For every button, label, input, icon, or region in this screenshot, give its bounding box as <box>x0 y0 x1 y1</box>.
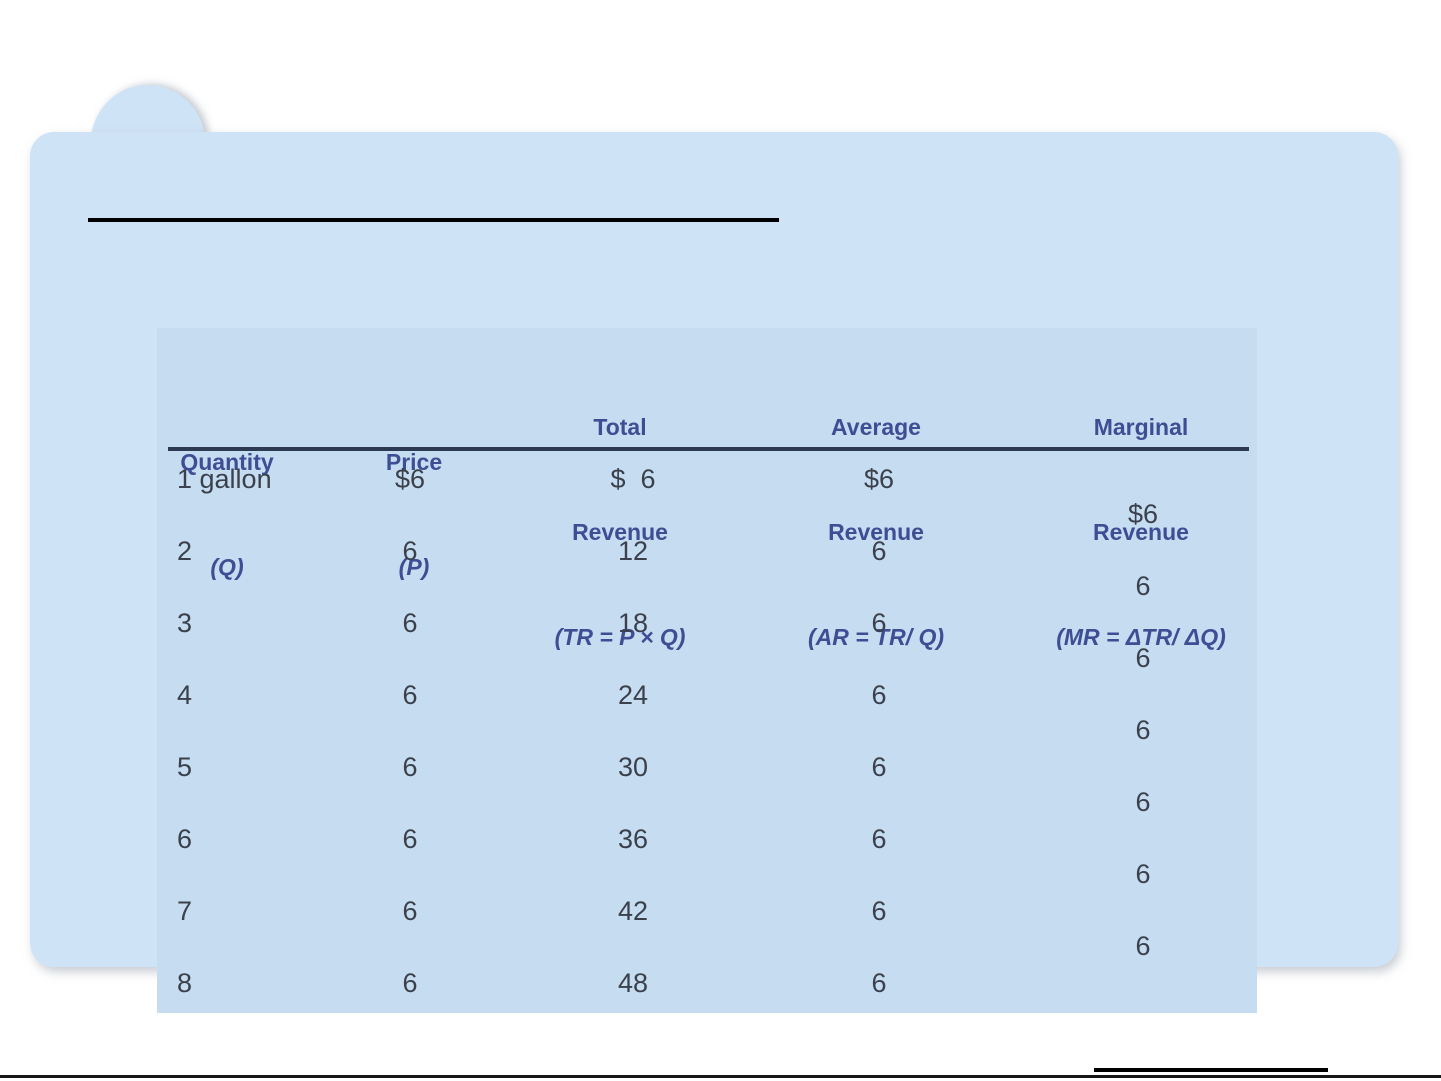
col-header-marginal-revenue: Marginal Revenue (MR = ΔTR/ ΔQ) <box>1056 340 1226 725</box>
cell-quantity-1: 1 gallon <box>177 464 272 494</box>
cell-quantity-2: 2 <box>177 536 193 566</box>
cell-total-revenue-3: 18 <box>617 608 649 638</box>
cell-total-revenue-4: 24 <box>617 680 649 710</box>
cell-marginal-revenue-6: 6 <box>1135 859 1151 889</box>
cell-quantity-7: 7 <box>177 896 193 926</box>
col-header-quantity: Quantity (Q) <box>180 375 273 655</box>
col-header-average-revenue-formula: (AR = TR/ Q) <box>807 624 945 650</box>
col-header-total-revenue: Total Revenue (TR = P × Q) <box>555 340 686 725</box>
cell-marginal-revenue-3: 6 <box>1135 643 1151 673</box>
cell-price-1: $6 <box>394 464 426 494</box>
cell-average-revenue-4: 6 <box>871 680 887 710</box>
col-header-quantity-symbol: (Q) <box>210 554 244 580</box>
cell-total-revenue-2: 12 <box>617 536 649 566</box>
cell-total-revenue-1: $ 6 <box>610 464 656 494</box>
bottom-short-rule <box>1094 1068 1328 1072</box>
col-header-price-title: Price <box>385 449 443 475</box>
page-bottom-rule <box>0 1075 1441 1078</box>
cell-price-7: 6 <box>402 896 418 926</box>
cell-total-revenue-5: 30 <box>617 752 649 782</box>
cell-average-revenue-5: 6 <box>871 752 887 782</box>
cell-quantity-6: 6 <box>177 824 193 854</box>
col-header-total-revenue-formula: (TR = P × Q) <box>554 624 686 650</box>
col-header-total-revenue-title1: Total <box>593 414 647 440</box>
col-header-marginal-revenue-formula: (MR = ΔTR/ ΔQ) <box>1056 624 1226 650</box>
cell-marginal-revenue-7: 6 <box>1135 931 1151 961</box>
col-header-marginal-revenue-title2: Revenue <box>1093 519 1189 545</box>
col-header-average-revenue: Average Revenue (AR = TR/ Q) <box>808 340 944 725</box>
cell-quantity-4: 4 <box>177 680 193 710</box>
cell-total-revenue-6: 36 <box>617 824 649 854</box>
cell-price-8: 6 <box>402 968 418 998</box>
cell-marginal-revenue-2: 6 <box>1135 571 1151 601</box>
cell-average-revenue-1: $6 <box>863 464 895 494</box>
cell-average-revenue-7: 6 <box>871 896 887 926</box>
cell-average-revenue-6: 6 <box>871 824 887 854</box>
col-header-total-revenue-title2: Revenue <box>572 519 668 545</box>
cell-average-revenue-3: 6 <box>871 608 887 638</box>
cell-average-revenue-8: 6 <box>871 968 887 998</box>
cell-price-4: 6 <box>402 680 418 710</box>
cell-price-2: 6 <box>402 536 418 566</box>
cell-total-revenue-7: 42 <box>617 896 649 926</box>
col-header-price-symbol: (P) <box>398 554 430 580</box>
cell-price-5: 6 <box>402 752 418 782</box>
cell-price-3: 6 <box>402 608 418 638</box>
cell-total-revenue-8: 48 <box>617 968 649 998</box>
col-header-price: Price (P) <box>386 375 442 655</box>
cell-quantity-3: 3 <box>177 608 193 638</box>
revenue-table: Quantity (Q) Price (P) Total Revenue (TR… <box>157 328 1257 1013</box>
title-underline-rule <box>88 218 779 222</box>
cell-average-revenue-2: 6 <box>871 536 887 566</box>
cell-price-6: 6 <box>402 824 418 854</box>
col-header-quantity-title: Quantity <box>180 449 274 475</box>
cell-quantity-8: 8 <box>177 968 193 998</box>
cell-marginal-revenue-5: 6 <box>1135 787 1151 817</box>
cell-marginal-revenue-4: 6 <box>1135 715 1151 745</box>
cell-marginal-revenue-1: $6 <box>1127 499 1159 529</box>
col-header-marginal-revenue-title1: Marginal <box>1093 414 1189 440</box>
col-header-average-revenue-title2: Revenue <box>828 519 924 545</box>
table-header-rule <box>168 447 1249 451</box>
col-header-average-revenue-title1: Average <box>831 414 921 440</box>
cell-quantity-5: 5 <box>177 752 193 782</box>
